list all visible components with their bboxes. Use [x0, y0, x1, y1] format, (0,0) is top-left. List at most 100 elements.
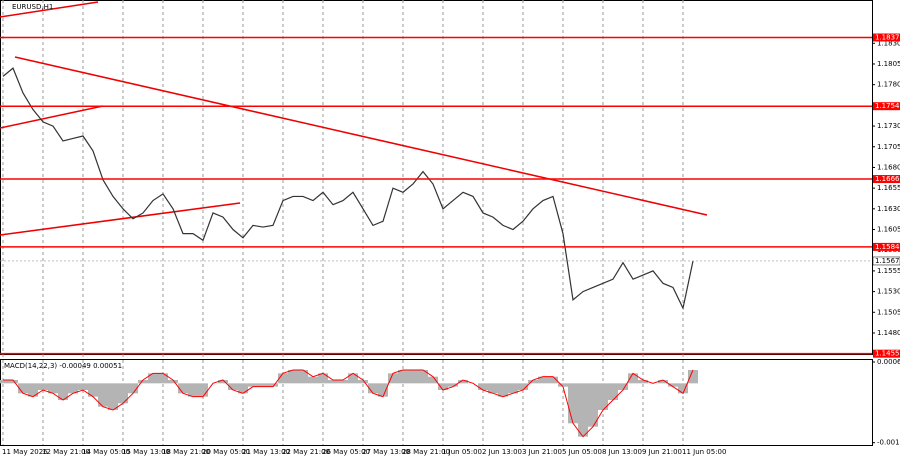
x-tick-label: 3 Jun 21:00 [522, 448, 562, 456]
level-label: 1.1754 [875, 102, 900, 110]
level-tag [873, 242, 900, 251]
macd-bar [388, 373, 398, 384]
x-tick-label: 1 Jun 05:00 [442, 448, 482, 456]
macd-bar [678, 383, 688, 394]
y-tick-label: 1.1480 [877, 329, 900, 337]
macd-bar [398, 370, 408, 384]
price-line [2, 67, 694, 310]
macd-bar [18, 383, 28, 394]
macd-bar [638, 380, 648, 384]
macd-bar [608, 383, 618, 400]
x-tick-label: 26 May 05:00 [322, 448, 370, 456]
y-tick-label: 1.1530 [877, 288, 900, 296]
macd-bar [318, 373, 328, 384]
macd-bar [348, 373, 358, 384]
price-frame [0, 0, 873, 355]
y-tick-label: 1.1705 [877, 143, 900, 151]
trend-line [14, 56, 708, 216]
y-tick-label: 1.1505 [877, 308, 900, 316]
x-tick-label: 21 May 13:00 [242, 448, 290, 456]
level-tag [873, 33, 900, 42]
x-tick-label: 18 May 21:00 [162, 448, 210, 456]
macd-bar [408, 370, 418, 384]
macd-bar [68, 383, 78, 394]
level-tag [873, 102, 900, 111]
macd-bar [168, 380, 178, 384]
macd-bar [428, 376, 438, 384]
x-tick-label: 8 Jun 13:00 [602, 448, 642, 456]
y-tick-label: -0.00178 [877, 439, 900, 447]
x-tick-label: 20 May 05:00 [202, 448, 250, 456]
macd-bar [538, 376, 548, 384]
y-tick-label: 1.1655 [877, 184, 900, 192]
macd-bar [658, 380, 668, 384]
x-tick-label: 22 May 21:00 [282, 448, 330, 456]
macd-bar [238, 383, 248, 394]
level-label: 1.1567 [875, 257, 900, 265]
macd-bar [558, 383, 568, 387]
macd-bar [198, 383, 208, 397]
level-label: 1.1666 [875, 175, 900, 183]
macd-bar [278, 373, 288, 384]
level-label: 1.1584 [875, 243, 900, 251]
macd-bar [378, 383, 388, 397]
macd-bar [328, 380, 338, 384]
macd-bar [248, 383, 258, 387]
macd-bar [88, 383, 98, 397]
macd-bar [368, 383, 378, 394]
macd-bar [688, 370, 698, 384]
macd-bar [478, 383, 488, 390]
macd-bar [268, 383, 278, 387]
y-tick-label: 1.1630 [877, 205, 900, 213]
x-tick-label: 9 Jun 21:00 [642, 448, 682, 456]
macd-bar [498, 383, 508, 397]
macd-bar [438, 383, 448, 390]
macd-bar [288, 370, 298, 384]
macd-bar [228, 383, 238, 390]
x-tick-label: 12 May 21:00 [42, 448, 90, 456]
macd-bar [258, 383, 268, 387]
x-tick-label: 2 Jun 13:00 [482, 448, 522, 456]
macd-frame [0, 359, 873, 446]
macd-bar [548, 376, 558, 384]
level-tag [872, 256, 900, 266]
trend-lines [0, 1, 708, 236]
macd-bar [338, 380, 348, 384]
macd-bar [78, 383, 88, 390]
macd-bar [38, 383, 48, 390]
macd-bar [418, 370, 428, 384]
y-tick-label: 1.1830 [877, 39, 900, 47]
macd-bar [448, 383, 458, 387]
macd-bar [508, 383, 518, 394]
y-tick-label: 1.1605 [877, 226, 900, 234]
macd-bar [128, 383, 138, 394]
macd-bar [518, 383, 528, 390]
macd-bar [458, 380, 468, 384]
macd-bar [108, 383, 118, 410]
macd-line [3, 369, 694, 438]
macd-bar [28, 383, 38, 397]
macd-bar [58, 383, 68, 400]
macd-bar [8, 380, 18, 384]
macd-bar [578, 383, 588, 437]
macd-bar [588, 383, 598, 427]
x-tick-label: 5 Jun 05:00 [562, 448, 602, 456]
x-tick-label: 28 May 21:00 [402, 448, 450, 456]
level-label: 1.1837 [875, 33, 900, 41]
macd-bar [118, 383, 128, 404]
y-tick-label: 0.00064 [877, 358, 900, 366]
macd-bar [0, 380, 8, 384]
macd-bar [488, 383, 498, 394]
trend-line [0, 1, 99, 18]
macd-bar [188, 383, 198, 397]
macd-bar [308, 376, 318, 384]
y-tick-label: 1.1680 [877, 163, 900, 171]
level-tag [873, 349, 900, 358]
level-label: 1.1455 [875, 350, 900, 358]
macd-bar [98, 383, 108, 407]
macd-bar [148, 373, 158, 384]
trend-line [0, 202, 241, 236]
macd-bar [568, 383, 578, 424]
y-tick-label: 1.1555 [877, 267, 900, 275]
